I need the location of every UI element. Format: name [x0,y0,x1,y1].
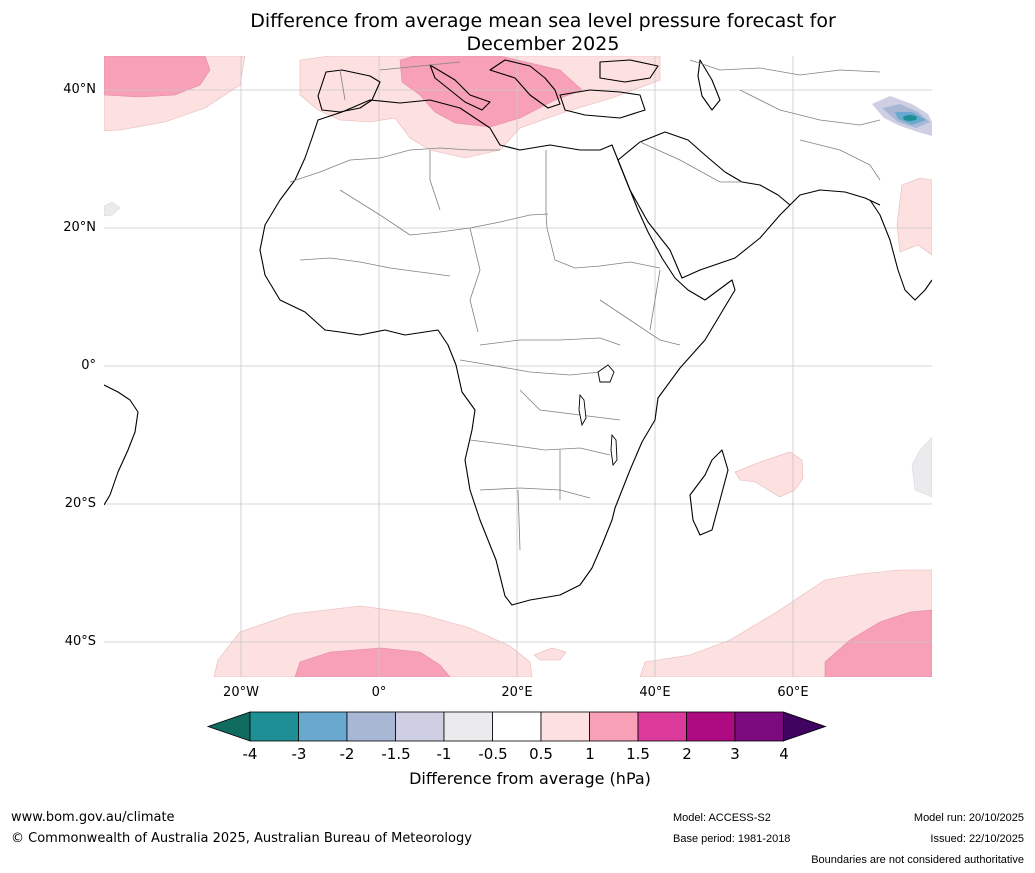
map-area [104,56,932,677]
colorbar-tick: -4 [242,745,258,763]
chart-title: Difference from average mean sea level p… [0,10,1035,56]
colorbar-title: Difference from average (hPa) [409,769,651,788]
lat-label-20n: 20°N [63,220,96,235]
iran-coastline [789,189,881,206]
anomaly-arabian-sea [896,177,932,256]
colorbar-tick: 4 [779,745,789,763]
country-borders [289,59,881,551]
base-period-text: Base period: 1981-2018 [673,833,791,845]
anomaly-negative-atlantic-west [104,201,121,217]
colorbar-bin [298,711,348,742]
lake-tanganyika [578,393,587,427]
arabia-coastline [617,131,791,279]
caspian-coastline [697,59,721,111]
colorbar-bin [589,711,639,742]
colorbar-bin [637,711,687,742]
black-sea-coastline [599,59,659,83]
graticule [104,56,932,677]
disclaimer-text: Boundaries are not considered authoritat… [811,854,1024,866]
colorbar-bin [395,711,445,742]
colorbar-tick: 1 [585,745,595,763]
colorbar-tick: -1 [436,745,452,763]
anomaly-negative-madagascar-east [911,436,932,498]
colorbar-bin [540,711,590,742]
colorbar-arrow-high [783,711,827,742]
anomaly-1-1.5 [104,56,932,677]
lat-label-20s: 20°S [64,496,96,511]
anomaly-negative-himalaya [872,96,932,136]
lon-label-40e: 40°E [639,685,671,700]
colorbar-bin [443,711,493,742]
site-link[interactable]: www.bom.gov.au/climate [11,810,175,825]
anomaly-southern-ocean-west [213,605,533,677]
india-coastline [869,199,932,301]
colorbar-bin [686,711,736,742]
lon-label-20e: 20°E [501,685,533,700]
colorbar-bin [734,711,784,742]
colorbar-bin [249,711,299,742]
title-line-1: Difference from average mean sea level p… [250,10,836,32]
colorbar-tick: -1.5 [381,745,411,763]
colorbar-bin [346,711,396,742]
lake-victoria [597,364,615,383]
madagascar-coastline [689,449,729,536]
lat-label-40n: 40°N [63,82,96,97]
lat-label-0: 0° [81,358,96,373]
issued-text: Issued: 22/10/2025 [930,833,1024,845]
copyright-text: © Commonwealth of Australia 2025, Austra… [11,831,472,846]
colorbar-tick: -2 [339,745,355,763]
colorbar-tick: -3 [291,745,307,763]
lakes [578,364,618,467]
colorbar-tick: 2 [682,745,692,763]
model-text: Model: ACCESS-S2 [673,812,771,824]
lon-label-60e: 60°E [777,685,809,700]
lon-label-20w: 20°W [223,685,259,700]
colorbar-tick: 0.5 [529,745,553,763]
lat-label-40s: 40°S [64,634,96,649]
lake-malawi [610,433,618,467]
title-line-2: December 2025 [466,33,620,55]
colorbar-bin [492,711,542,742]
model-run-text: Model run: 20/10/2025 [913,812,1024,824]
colorbar-tick: 1.5 [626,745,650,763]
coastlines [104,59,932,606]
colorbar [206,711,827,742]
anomaly-indian-ocean [734,451,804,498]
south-america-coastline [104,384,139,506]
anomaly-south-indian [824,609,932,677]
anomaly-south-atlantic [294,647,451,677]
colorbar-tick: 3 [730,745,740,763]
balkans-coastline [489,59,561,109]
iberia-coastline [317,69,381,113]
lon-label-0: 0° [371,685,387,700]
anatolia-coastline [559,89,646,119]
italy-coastline [429,64,491,111]
africa-coastline [259,99,736,606]
anomaly-small-patch [533,647,567,661]
colorbar-arrow-low [206,711,251,742]
colorbar-tick: -0.5 [478,745,508,763]
